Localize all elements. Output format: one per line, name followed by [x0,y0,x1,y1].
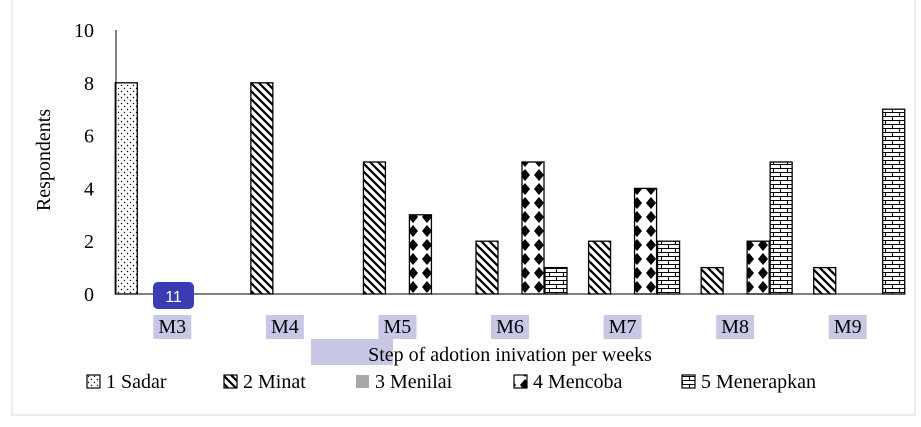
legend-label: 1 Sadar [106,371,167,393]
category-highlight [828,315,867,339]
card-border [11,0,916,416]
legend-label: 4 Mencoba [533,371,623,393]
xlabel-highlight [311,339,393,365]
x-tick-label: M6 [496,316,524,338]
y-tick-label: 8 [84,73,94,95]
bar [633,187,658,295]
bar [114,82,138,295]
category-highlight [265,315,304,339]
bar [746,240,770,295]
category-highlight [378,315,417,339]
x-tick-label: M4 [271,316,299,338]
y-tick-label: 0 [84,284,94,306]
category-highlight [603,315,642,339]
y-tick-label: 6 [84,126,94,148]
y-tick-label: 2 [84,231,94,253]
y-axis-label: Respondents [33,109,55,211]
badge-box [153,282,194,309]
legend-label: 5 Menerapkan [701,371,816,393]
x-tick-label: M8 [721,316,749,338]
x-tick-label: M3 [158,316,186,338]
x-tick-label: M7 [609,316,637,338]
legend-swatch [223,374,238,389]
bar [362,161,387,295]
x-tick-label: M5 [384,316,412,338]
legend-swatch [86,374,101,389]
badge-label: 11 [165,289,182,306]
bar [656,240,681,295]
bar [882,108,906,295]
bar [769,161,793,295]
category-highlight [491,315,529,339]
legend-swatch [513,374,528,389]
legend-swatch [356,375,369,388]
x-tick-label: M9 [834,316,862,338]
y-tick-label: 10 [74,20,94,42]
bar [475,240,499,295]
legend-label: 2 Minat [243,371,306,393]
bar [587,240,612,295]
bar [813,266,837,295]
legend-swatch [681,374,696,389]
badge[interactable]: 11 [153,282,194,309]
bar [408,214,433,295]
bar [521,161,545,295]
legend-label: 3 Menilai [375,371,453,393]
bar [700,266,724,295]
category-highlight [716,315,755,339]
bar [250,82,274,295]
category-highlight [153,315,192,339]
x-axis-label: Step of adotion inivation per weeks [368,344,652,366]
bar [544,266,568,295]
y-tick-label: 4 [84,178,94,200]
